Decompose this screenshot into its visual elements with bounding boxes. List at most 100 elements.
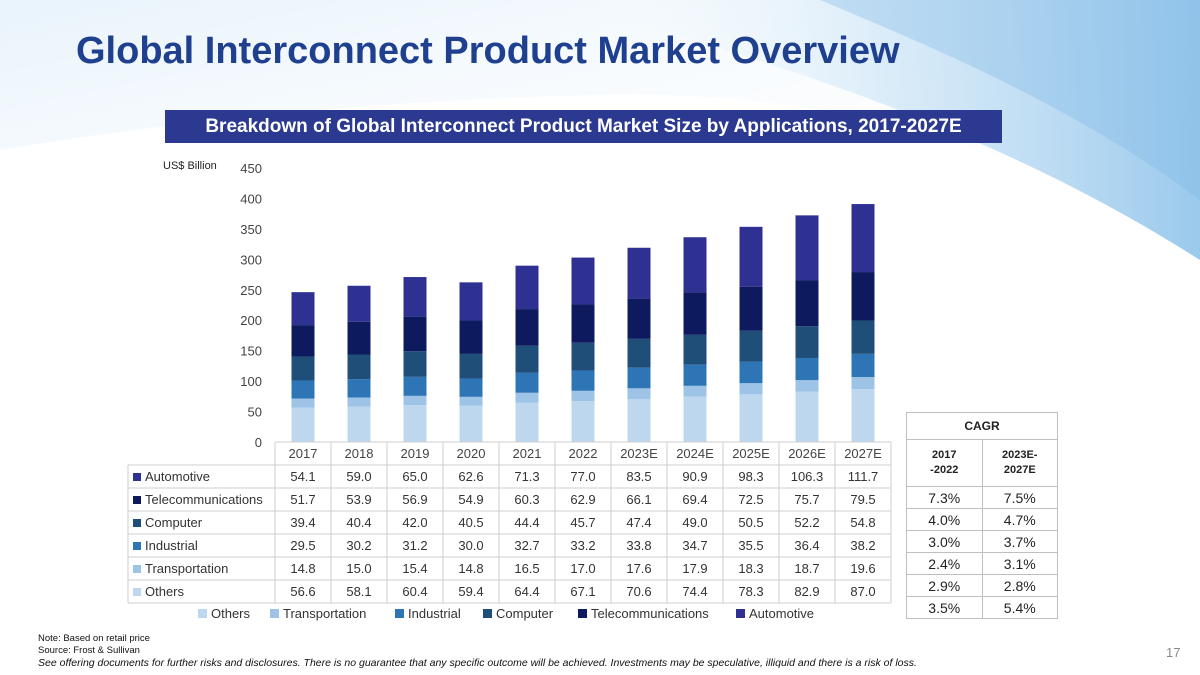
bar-transportation-2018 [347,397,371,407]
data-label: 60.4 [402,584,427,599]
bar-others-2027e [851,389,875,442]
legend-label: Others [211,606,251,621]
bar-computer-2017 [291,356,315,381]
data-label: 54.8 [850,515,875,530]
bar-others-2020 [459,405,483,442]
legend-swatch-automotive [736,609,745,618]
data-label: 77.0 [570,469,595,484]
cagr-header: CAGR [906,412,1058,440]
cagr-value: 4.7% [981,508,1058,531]
bar-industrial-2026e [795,357,819,381]
data-label: 49.0 [682,515,707,530]
bar-automotive-2017 [291,292,315,326]
data-label: 59.4 [458,584,483,599]
bar-industrial-2024e [683,364,707,386]
data-label: 29.5 [290,538,315,553]
table-row-label: Computer [145,515,203,530]
bar-transportation-2026e [795,380,819,392]
data-label: 59.0 [346,469,371,484]
bar-automotive-2022 [571,257,595,305]
data-label: 106.3 [791,469,824,484]
footnote-note: Note: Based on retail price [38,633,150,644]
data-label: 62.9 [570,492,595,507]
data-label: 40.5 [458,515,483,530]
bar-others-2018 [347,406,371,442]
y-tick-label: 300 [240,252,262,267]
data-label: 79.5 [850,492,875,507]
bar-others-2021 [515,402,539,442]
data-label: 54.9 [458,492,483,507]
bar-others-2019 [403,405,427,442]
y-tick-label: 50 [248,405,262,420]
data-label: 66.1 [626,492,651,507]
bar-computer-2026e [795,326,819,358]
x-tick-label: 2024E [676,446,714,461]
cagr-value: 2.4% [906,552,983,575]
legend-swatch-computer [483,609,492,618]
bar-computer-2019 [403,351,427,377]
legend-swatch-telecommunications [578,609,587,618]
bar-computer-2021 [515,345,539,373]
bar-transportation-2020 [459,396,483,406]
data-label: 53.9 [346,492,371,507]
data-label: 56.9 [402,492,427,507]
cagr-table: CAGR 2017 -2022 2023E- 2027E 7.3% 7.5% 4.0%… [906,412,1058,619]
cagr-value: 5.4% [981,596,1058,619]
data-label: 51.7 [290,492,315,507]
data-label: 74.4 [682,584,707,599]
bar-others-2022 [571,401,595,442]
bar-industrial-2027e [851,353,875,378]
data-label: 65.0 [402,469,427,484]
data-label: 14.8 [290,561,315,576]
cagr-value: 7.3% [906,486,983,509]
data-label: 30.2 [346,538,371,553]
table-row-label: Others [145,584,185,599]
bar-industrial-2017 [291,380,315,399]
bar-telecommunications-2025e [739,286,763,331]
bar-transportation-2023e [627,388,651,400]
bar-others-2024e [683,396,707,442]
page-title: Global Interconnect Product Market Overv… [76,30,900,72]
bar-telecommunications-2021 [515,309,539,346]
bar-computer-2022 [571,342,595,371]
data-label: 16.5 [514,561,539,576]
data-label: 44.4 [514,515,539,530]
data-label: 17.6 [626,561,651,576]
cagr-value: 3.0% [906,530,983,553]
bar-telecommunications-2019 [403,316,427,352]
bar-transportation-2024e [683,385,707,397]
data-label: 52.2 [794,515,819,530]
bar-telecommunications-2026e [795,280,819,327]
x-tick-label: 2020 [457,446,486,461]
y-tick-label: 200 [240,313,262,328]
data-label: 54.1 [290,469,315,484]
bar-automotive-2019 [403,277,427,317]
x-tick-label: 2023E [620,446,658,461]
data-label: 42.0 [402,515,427,530]
bar-others-2026e [795,391,819,442]
bar-computer-2018 [347,354,371,380]
legend-key-computer [133,519,141,527]
bar-industrial-2022 [571,370,595,391]
data-label: 87.0 [850,584,875,599]
bar-others-2025e [739,394,763,442]
data-label: 67.1 [570,584,595,599]
x-tick-label: 2026E [788,446,826,461]
data-label: 50.5 [738,515,763,530]
legend-label: Transportation [283,606,366,621]
cagr-col-header-2023-2027: 2023E- 2027E [981,439,1058,487]
bar-transportation-2021 [515,392,539,403]
bar-others-2023e [627,399,651,442]
bar-transportation-2027e [851,377,875,390]
legend-label: Computer [496,606,554,621]
data-label: 14.8 [458,561,483,576]
legend-swatch-industrial [395,609,404,618]
bar-telecommunications-2022 [571,304,595,343]
legend-key-others [133,588,141,596]
legend-swatch-transportation [270,609,279,618]
bar-automotive-2023e [627,247,651,299]
data-label: 17.9 [682,561,707,576]
data-label: 58.1 [346,584,371,599]
x-tick-label: 2018 [345,446,374,461]
